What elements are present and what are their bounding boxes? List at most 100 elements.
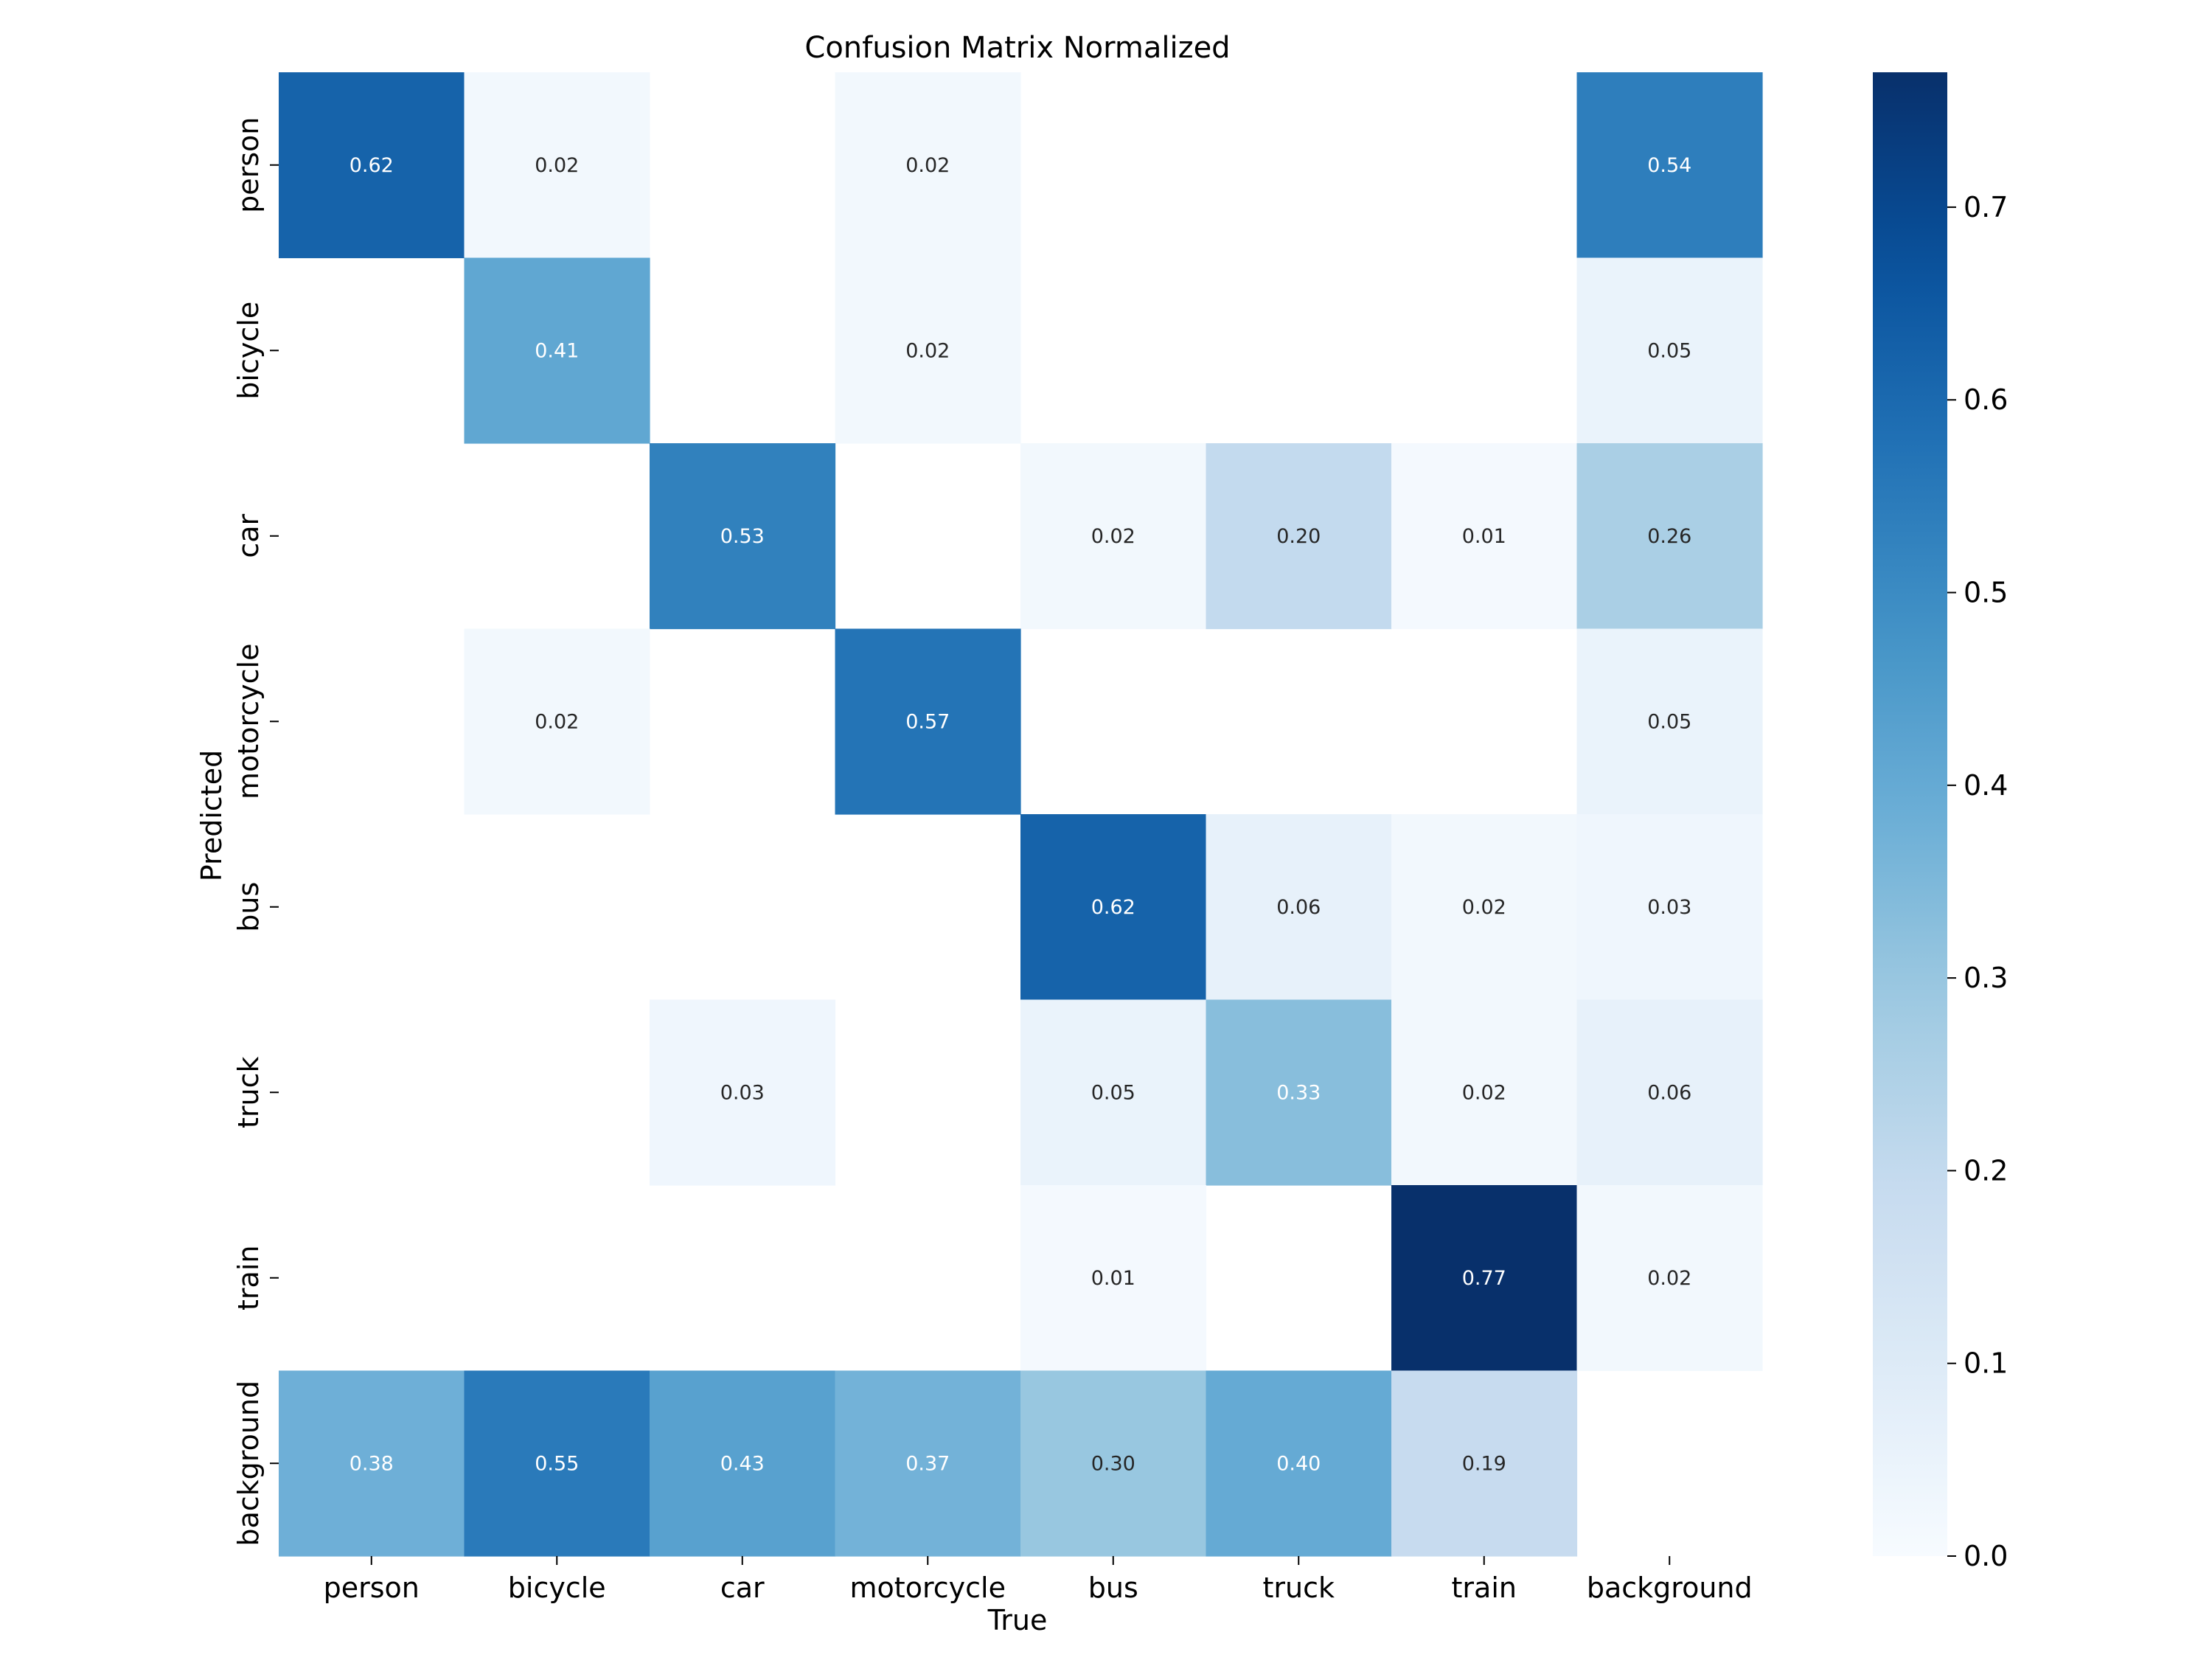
y-tick-label: car: [232, 513, 265, 558]
cell-value-label: 0.02: [1462, 1081, 1506, 1104]
cell-value-label: 0.02: [905, 154, 950, 177]
x-tick-label: truck: [1262, 1572, 1335, 1604]
heatmap-cell: [835, 1370, 1021, 1557]
cell-value-label: 0.05: [1647, 710, 1691, 733]
heatmap-cell: [1391, 443, 1578, 630]
heatmap-cell: [464, 628, 650, 815]
x-tick-label: train: [1452, 1572, 1517, 1604]
heatmap-cell: [464, 72, 650, 259]
colorbar-tick-label: 0.2: [1964, 1154, 2008, 1187]
heatmap-cell: [1020, 1185, 1207, 1372]
x-tick-label: person: [324, 1572, 420, 1604]
x-axis-ticks: person bicycle car motorcycle bus truck train b…: [324, 1556, 1753, 1604]
cell-value-label: 0.03: [720, 1081, 765, 1104]
cell-value-label: 0.06: [1276, 896, 1321, 919]
chart-title: Confusion Matrix Normalized: [804, 31, 1230, 65]
colorbar: 0.0 0.1 0.2 0.3 0.4 0.5 0.6 0.7: [1873, 72, 2008, 1572]
heatmap-cell: [464, 1370, 650, 1557]
heatmap-cell: [1576, 443, 1763, 630]
heatmap-cell: [279, 1370, 465, 1557]
cell-value-label: 0.01: [1462, 525, 1506, 548]
y-tick-label: bus: [232, 882, 265, 932]
y-tick-label: background: [232, 1381, 265, 1546]
y-tick-label: motorcycle: [232, 644, 265, 799]
colorbar-gradient: [1873, 72, 1947, 1556]
cell-value-label: 0.02: [535, 710, 579, 733]
y-axis-ticks: person bicycle car motorcycle bus truck train b…: [232, 117, 279, 1546]
heatmap-cell: [1206, 1370, 1392, 1557]
cell-value-label: 0.55: [535, 1452, 579, 1475]
heatmap-cell: [1576, 1185, 1763, 1372]
y-tick-label: truck: [232, 1056, 265, 1128]
cell-value-label: 0.05: [1647, 339, 1691, 362]
y-axis-label: Predicted: [195, 750, 228, 881]
cell-value-label: 0.37: [905, 1452, 950, 1475]
heatmap-cell: [1206, 443, 1392, 630]
cell-value-label: 0.02: [1647, 1267, 1691, 1290]
heatmap-cell: [1206, 999, 1392, 1186]
heatmap-cell: [279, 72, 465, 259]
heatmap-cell: [835, 257, 1021, 444]
heatmap-cell: [1020, 443, 1207, 630]
heatmap-cell: [1576, 999, 1763, 1186]
heatmap-cell: [1020, 1370, 1207, 1557]
colorbar-tick-label: 0.7: [1964, 191, 2008, 223]
cell-value-label: 0.05: [1091, 1081, 1135, 1104]
colorbar-tick-label: 0.4: [1964, 769, 2008, 802]
cell-value-label: 0.38: [349, 1452, 394, 1475]
cell-value-label: 0.01: [1091, 1267, 1135, 1290]
cell-value-label: 0.53: [720, 525, 765, 548]
heatmap-cell: [1020, 814, 1207, 1001]
colorbar-tick-label: 0.0: [1964, 1540, 2008, 1572]
heatmap-cell: [1391, 999, 1578, 1186]
cell-value-label: 0.26: [1647, 525, 1691, 548]
colorbar-tick-label: 0.5: [1964, 577, 2008, 609]
heatmap-cell: [835, 72, 1021, 259]
heatmap-cell: [1576, 72, 1763, 259]
x-axis-label: True: [987, 1604, 1048, 1636]
y-tick-label: train: [232, 1246, 265, 1310]
y-tick-label: person: [232, 117, 265, 213]
cell-value-label: 0.06: [1647, 1081, 1691, 1104]
heatmap-cell: [1576, 628, 1763, 815]
cell-value-label: 0.77: [1462, 1267, 1506, 1290]
colorbar-tick-label: 0.3: [1964, 962, 2008, 994]
cell-value-label: 0.41: [535, 339, 579, 362]
heatmap-cell: [1576, 814, 1763, 1001]
heatmap-cell: [1206, 814, 1392, 1001]
cell-value-label: 0.43: [720, 1452, 765, 1475]
colorbar-tick-label: 0.6: [1964, 383, 2008, 416]
cell-value-label: 0.02: [535, 154, 579, 177]
colorbar-tick-label: 0.1: [1964, 1347, 2008, 1380]
heatmap-cells: 0.62 0.02 0.02 0.54 0.41 0.02 0.05 0.53 0.02 0.20…: [279, 72, 1763, 1557]
cell-value-label: 0.02: [1462, 896, 1506, 919]
heatmap-cell: [1391, 1185, 1578, 1372]
cell-value-label: 0.40: [1276, 1452, 1321, 1475]
heatmap-cell: [1391, 1370, 1578, 1557]
heatmap-cell: [650, 1370, 836, 1557]
x-tick-label: car: [720, 1572, 765, 1604]
cell-value-label: 0.02: [905, 339, 950, 362]
cell-value-label: 0.02: [1091, 525, 1135, 548]
heatmap-cell: [650, 443, 836, 630]
heatmap-cell: [650, 999, 836, 1186]
x-tick-label: bus: [1088, 1572, 1138, 1604]
cell-value-label: 0.54: [1647, 154, 1691, 177]
cell-value-label: 0.03: [1647, 896, 1691, 919]
cell-value-label: 0.62: [349, 154, 394, 177]
x-tick-label: motorcycle: [850, 1572, 1006, 1604]
heatmap-cell: [1020, 999, 1207, 1186]
heatmap-cell: [1391, 814, 1578, 1001]
x-tick-label: bicycle: [508, 1572, 606, 1604]
heatmap-cell: [835, 628, 1021, 815]
heatmap-cell: [1576, 257, 1763, 444]
cell-value-label: 0.33: [1276, 1081, 1321, 1104]
cell-value-label: 0.19: [1462, 1452, 1506, 1475]
cell-value-label: 0.20: [1276, 525, 1321, 548]
cell-value-label: 0.57: [905, 710, 950, 733]
heatmap-cell: [464, 257, 650, 444]
cell-value-label: 0.30: [1091, 1452, 1135, 1475]
y-tick-label: bicycle: [232, 302, 265, 400]
